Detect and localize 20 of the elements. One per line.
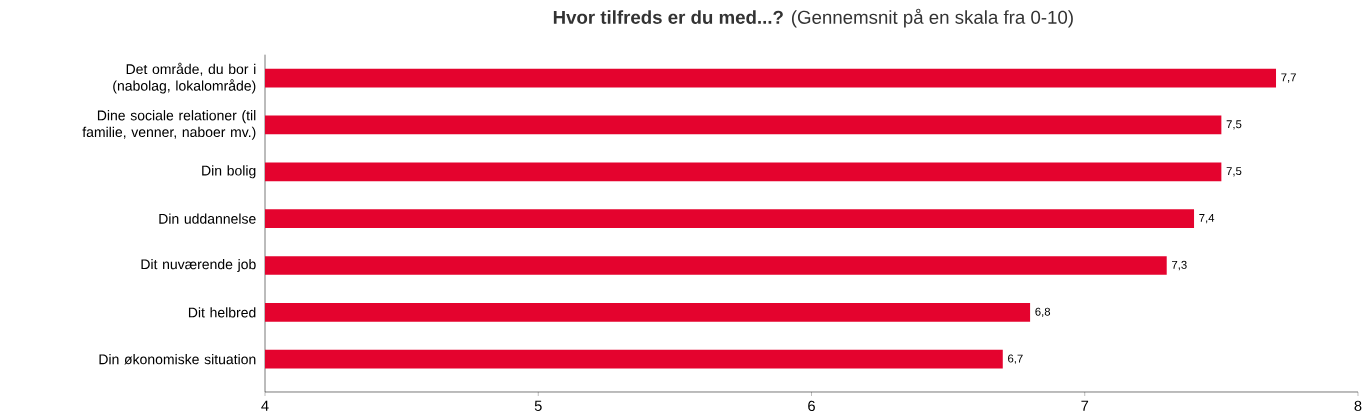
data-label: 6,8 bbox=[1035, 307, 1051, 318]
x-tick-label: 6 bbox=[808, 400, 815, 412]
x-tick-label: 7 bbox=[1081, 400, 1089, 411]
y-tick-label: Dine sociale relationer (til familie, venner, naboer mv.) bbox=[82, 110, 256, 140]
x-tick-label: 5 bbox=[534, 400, 542, 411]
data-label: 7,5 bbox=[1226, 120, 1242, 130]
data-label: 7,5 bbox=[1226, 167, 1242, 177]
data-label: 6,7 bbox=[1008, 354, 1023, 364]
data-label: 7,4 bbox=[1199, 214, 1215, 224]
y-tick-label: Dit helbred bbox=[188, 307, 256, 318]
y-tick-label: Dit nuværende job bbox=[141, 258, 256, 273]
data-label: 7,3 bbox=[1172, 260, 1187, 271]
y-tick-label: Din uddannelse bbox=[159, 213, 256, 224]
x-tick-label: 8 bbox=[1354, 400, 1362, 412]
data-label: 7,7 bbox=[1281, 73, 1296, 83]
y-tick-label: Det område, du bor i (nabolag, lokalområde) bbox=[113, 62, 256, 94]
x-tick-label: 4 bbox=[261, 400, 269, 411]
y-tick-label: Din bolig bbox=[202, 165, 256, 179]
y-tick-label: Din økonomiske situation bbox=[99, 354, 256, 365]
chart-title: Hvor tilfreds er du med...? (Gennemsnit på en skala fra 0-10) bbox=[553, 8, 1073, 28]
